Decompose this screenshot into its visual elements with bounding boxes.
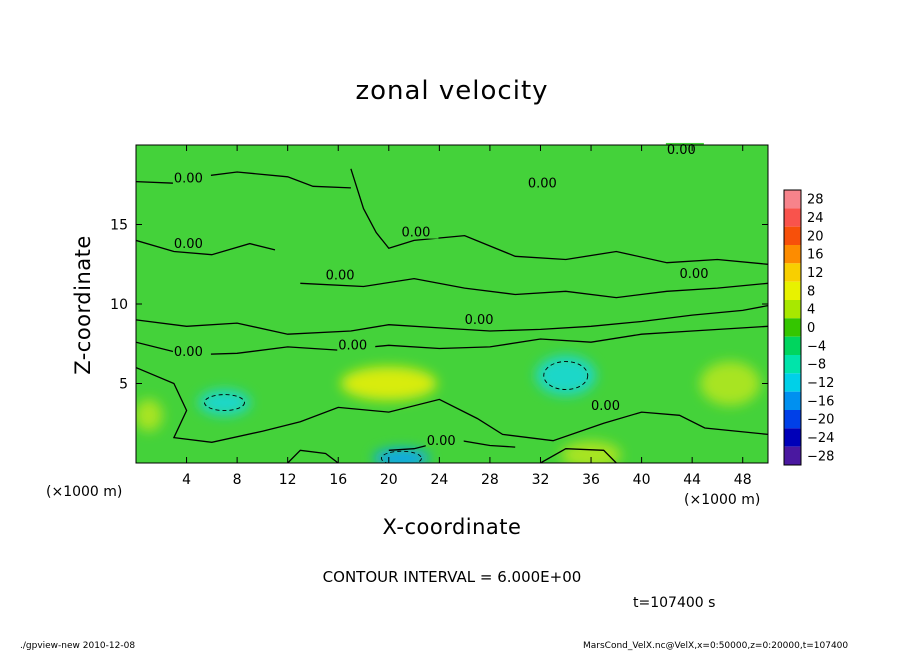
colorbar-swatch: [784, 263, 801, 281]
footer-program-info: ./gpview-new 2010-12-08: [20, 641, 135, 651]
colorbar-swatch: [784, 190, 801, 208]
contour-label: 0.00: [528, 176, 557, 191]
contour-label: 0.00: [401, 226, 430, 241]
x-tick-label: 40: [633, 472, 651, 488]
colorbar-swatch: [784, 337, 801, 355]
x-unit-label-left: (×1000 m): [46, 484, 122, 500]
colorbar-label: −16: [807, 394, 834, 409]
colorbar-swatch: [784, 208, 801, 226]
plot-area: [135, 145, 768, 469]
x-axis-label: X-coordinate: [0, 515, 904, 539]
colorbar-label: 20: [807, 229, 824, 244]
x-tick-label: 28: [481, 472, 499, 488]
y-axis-label: Z-coordinate: [71, 235, 95, 375]
colorbar-label: 16: [807, 248, 824, 263]
colorbar-swatch: [784, 447, 801, 465]
x-tick-label: 36: [582, 472, 600, 488]
colorbar-label: −8: [807, 358, 826, 373]
colorbar-swatch: [784, 355, 801, 373]
anomaly-region: [135, 399, 163, 431]
colorbar-label: −24: [807, 431, 834, 446]
anomaly-region: [561, 441, 621, 469]
y-tick-label: 15: [110, 218, 128, 234]
colorbar-label: 12: [807, 266, 824, 281]
colorbar-label: −20: [807, 413, 834, 428]
colorbar-swatch: [784, 428, 801, 446]
colorbar-swatch: [784, 300, 801, 318]
x-unit-label-right: (×1000 m): [684, 492, 760, 508]
contour-label: 0.00: [680, 267, 709, 282]
x-tick-label: 4: [182, 472, 191, 488]
colorbar-label: −4: [807, 339, 826, 354]
colorbar-swatch: [784, 282, 801, 300]
x-tick-label: 24: [430, 472, 448, 488]
contour-label: 0.00: [591, 399, 620, 414]
contour-interval-note: CONTOUR INTERVAL = 6.000E+00: [0, 568, 904, 586]
contour-label: 0.00: [174, 345, 203, 360]
colorbar-swatch: [784, 318, 801, 336]
colorbar-label: 8: [807, 284, 815, 299]
x-tick-label: 12: [279, 472, 297, 488]
x-tick-label: 8: [233, 472, 242, 488]
colorbar-label: −28: [807, 449, 834, 464]
contour-label: 0.00: [174, 172, 203, 187]
x-tick-label: 48: [734, 472, 752, 488]
y-tick-label: 10: [110, 297, 128, 313]
colorbar-label: 24: [807, 211, 824, 226]
colorbar-label: 0: [807, 321, 815, 336]
time-stamp: t=107400 s: [633, 595, 715, 611]
contour-label: 0.00: [427, 434, 456, 449]
contour-label: 0.00: [174, 237, 203, 252]
colorbar-swatch: [784, 373, 801, 391]
colorbar-label: 4: [807, 303, 815, 318]
contour-label: 0.00: [465, 313, 494, 328]
anomaly-region: [341, 367, 437, 401]
contour-label: 0.00: [326, 269, 355, 284]
y-tick-label: 5: [119, 377, 128, 393]
colorbar-label: 28: [807, 193, 824, 208]
colorbar-swatch: [784, 392, 801, 410]
x-tick-label: 20: [380, 472, 398, 488]
colorbar-swatch: [784, 227, 801, 245]
colorbar-swatch: [784, 245, 801, 263]
anomaly-region: [700, 362, 760, 406]
footer-data-source: MarsCond_VelX.nc@VelX,x=0:50000,z=0:2000…: [583, 641, 848, 651]
colorbar: 28 24 20 16 12 8 4 0 −4 −8 −12 −16 −20 −24 −28: [784, 190, 834, 465]
anomaly-region: [198, 390, 250, 416]
contour-label: 0.00: [338, 339, 367, 354]
x-tick-label: 16: [329, 472, 347, 488]
x-tick-label: 32: [532, 472, 550, 488]
x-tick-label: 44: [683, 472, 701, 488]
colorbar-label: −12: [807, 376, 834, 391]
colorbar-swatch: [784, 410, 801, 428]
